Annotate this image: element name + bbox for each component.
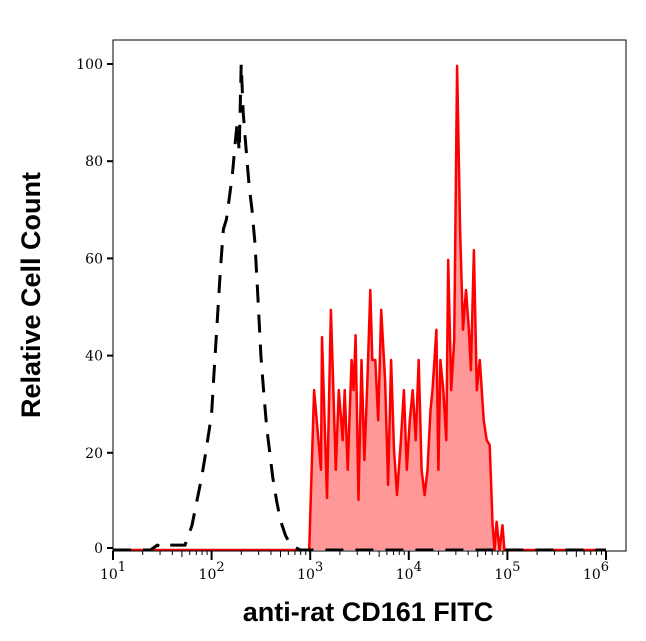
stained-series-line	[113, 64, 606, 552]
y-tick-label: 80	[85, 154, 103, 170]
y-axis-title: Relative Cell Count	[16, 172, 46, 418]
x-axis-title: anti-rat CD161 FITC	[243, 597, 494, 627]
stained-series-fill	[113, 65, 606, 551]
x-tick-label: 104	[396, 560, 422, 583]
y-tick-label: 20	[85, 446, 103, 462]
x-tick-label: 106	[583, 560, 609, 583]
y-tick-label: 40	[85, 349, 103, 365]
x-tick-label: 103	[297, 560, 323, 583]
x-tick-label: 105	[494, 560, 520, 583]
y-tick-label: 60	[85, 251, 103, 267]
y-tick-label: 0	[94, 541, 103, 557]
x-tick-label: 102	[199, 560, 225, 583]
y-tick-label: 100	[76, 57, 103, 73]
x-tick-label: 101	[100, 560, 126, 583]
